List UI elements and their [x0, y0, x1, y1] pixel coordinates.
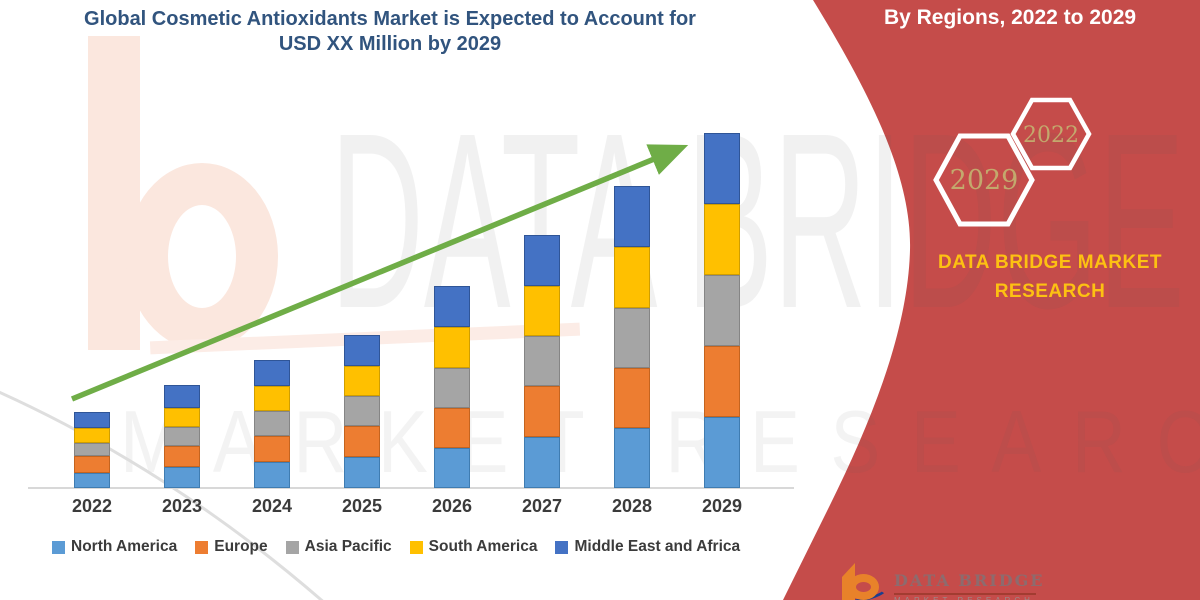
bar-segment-2029-europe: [704, 346, 740, 417]
legend-item-asia-pacific: Asia Pacific: [285, 538, 392, 556]
footer-brand-name: DATA BRIDGE: [894, 571, 1045, 590]
bar-2023: [164, 385, 200, 488]
bar-segment-2024-middle-east-and-africa: [254, 360, 290, 386]
chart-legend: North America Europe Asia Pacific South Ame…: [52, 538, 792, 556]
bar-segment-2023-middle-east-and-africa: [164, 385, 200, 408]
bar-segment-2027-south-america: [524, 286, 560, 336]
hexagon-2022: [1010, 97, 1092, 171]
legend-swatch-icon: [409, 540, 423, 554]
hexagon-badges: 2029 2022: [933, 97, 1092, 227]
brand-text-line1: DATA BRIDGE MARKET: [938, 252, 1162, 273]
legend-swatch-icon: [555, 540, 569, 554]
bar-segment-2022-middle-east-and-africa: [74, 412, 110, 428]
bar-segment-2022-europe: [74, 456, 110, 473]
bar-segment-2025-middle-east-and-africa: [344, 335, 380, 366]
bar-segment-2027-asia-pacific: [524, 336, 560, 386]
footer-logo: DATA BRIDGE MARKET RESEARCH: [828, 560, 1098, 600]
bar-segment-2026-europe: [434, 408, 470, 448]
hexagon-2022-label: 2022: [1023, 123, 1079, 148]
bar-segment-2023-south-america: [164, 408, 200, 427]
x-axis-label-2022: 2022: [71, 496, 113, 516]
x-axis-label-2027: 2027: [521, 496, 563, 516]
bar-segment-2029-middle-east-and-africa: [704, 133, 740, 204]
brand-text-line2: RESEARCH: [994, 281, 1106, 303]
x-axis-label-2023: 2023: [161, 496, 203, 516]
legend-swatch-icon: [285, 540, 299, 554]
bar-segment-2025-north-america: [344, 457, 380, 488]
logo-b-bowl-icon: [848, 574, 879, 600]
bar-segment-2028-middle-east-and-africa: [614, 186, 650, 247]
bar-2028: [614, 186, 650, 488]
bar-segment-2027-middle-east-and-africa: [524, 235, 560, 286]
bar-segment-2027-north-america: [524, 437, 560, 488]
bar-segment-2025-south-america: [344, 366, 380, 396]
stacked-bar-chart: 2022 2023 2024 2025 2026 2027 2028 2029: [28, 133, 794, 516]
bar-segment-2029-north-america: [704, 417, 740, 488]
page-title-line2: USD XX Million by 2029: [278, 33, 502, 55]
bar-2024: [254, 360, 290, 488]
x-axis-label-2028: 2028: [611, 496, 653, 516]
bar-segment-2025-asia-pacific: [344, 396, 380, 426]
x-axis-label-2024: 2024: [251, 496, 293, 516]
bar-segment-2024-south-america: [254, 386, 290, 411]
legend-item-middle-east-and-africa: Middle East and Africa: [555, 538, 740, 556]
bar-segment-2022-south-america: [74, 428, 110, 443]
bar-segment-2028-asia-pacific: [614, 308, 650, 368]
footer-brand-divider: [894, 593, 1036, 595]
bar-segment-2026-asia-pacific: [434, 368, 470, 408]
bar-segment-2024-asia-pacific: [254, 411, 290, 436]
brand-text: DATA BRIDGE MARKET RESEARCH: [920, 248, 1180, 307]
bar-2025: [344, 335, 380, 488]
x-axis-label-2026: 2026: [431, 496, 473, 516]
bar-segment-2023-europe: [164, 446, 200, 467]
legend-label: Middle East and Africa: [574, 538, 741, 555]
bar-2027: [524, 235, 560, 488]
legend-label: Europe: [214, 538, 268, 555]
bar-segment-2029-asia-pacific: [704, 275, 740, 346]
x-axis-line: [28, 487, 794, 489]
legend-item-north-america: North America: [52, 538, 177, 556]
legend-item-south-america: South America: [409, 538, 538, 556]
bar-segment-2022-north-america: [74, 473, 110, 488]
legend-label: North America: [71, 538, 178, 555]
bar-segment-2028-north-america: [614, 428, 650, 488]
bar-segment-2027-europe: [524, 386, 560, 437]
x-axis-label-2029: 2029: [701, 496, 743, 516]
bar-segment-2024-north-america: [254, 462, 290, 488]
bar-segment-2023-asia-pacific: [164, 427, 200, 446]
legend-label: South America: [428, 538, 538, 555]
bar-2029: [704, 133, 740, 488]
side-panel-heading: By Regions, 2022 to 2029: [883, 6, 1137, 29]
hexagon-2029-label: 2029: [950, 165, 1019, 196]
hexagon-2029: [933, 133, 1035, 227]
page-title-line1: Global Cosmetic Antioxidants Market is E…: [84, 8, 696, 30]
bar-segment-2026-middle-east-and-africa: [434, 286, 470, 327]
x-axis-label-2025: 2025: [341, 496, 383, 516]
legend-label: Asia Pacific: [304, 538, 392, 555]
bar-segment-2029-south-america: [704, 204, 740, 275]
bar-segment-2023-north-america: [164, 467, 200, 488]
bar-segment-2022-asia-pacific: [74, 443, 110, 456]
legend-item-europe: Europe: [195, 538, 268, 556]
bar-segment-2025-europe: [344, 426, 380, 457]
legend-swatch-icon: [52, 540, 65, 554]
bar-segment-2026-north-america: [434, 448, 470, 488]
legend-swatch-icon: [195, 540, 209, 554]
bar-segment-2028-europe: [614, 368, 650, 428]
bar-2026: [434, 286, 470, 488]
bar-2022: [74, 412, 110, 488]
bar-segment-2024-europe: [254, 436, 290, 462]
bar-segment-2028-south-america: [614, 247, 650, 308]
footer-brand-subname: MARKET RESEARCH: [894, 596, 1034, 600]
bar-segment-2026-south-america: [434, 327, 470, 368]
page-title: Global Cosmetic Antioxidants Market is E…: [40, 7, 740, 57]
